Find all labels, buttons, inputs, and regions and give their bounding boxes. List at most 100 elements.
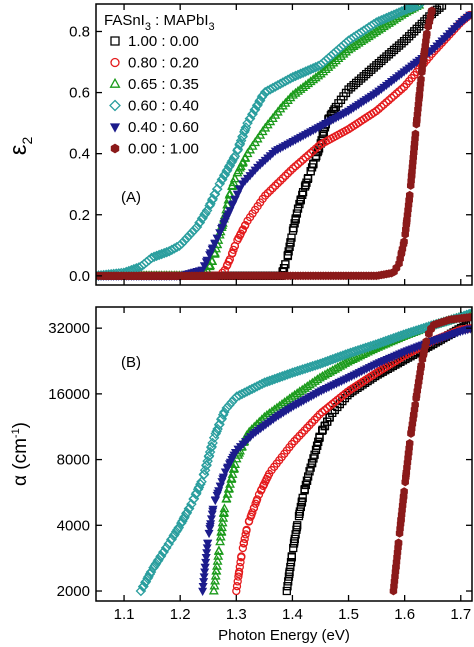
data-point: [282, 369, 293, 380]
data-point: [283, 169, 293, 178]
data-point: [279, 264, 289, 273]
data-point: [342, 348, 354, 359]
data-point: [221, 493, 232, 503]
panel-a-y-axis-title: ε2: [5, 137, 35, 156]
data-point: [226, 473, 237, 483]
data-point: [338, 48, 349, 58]
data-point: [267, 82, 279, 94]
data-point: [330, 352, 341, 364]
data-point: [191, 221, 203, 233]
data-point: [222, 488, 233, 498]
data-point: [229, 173, 240, 183]
data-point: [298, 190, 307, 200]
data-point: [236, 558, 245, 567]
data-point: [392, 263, 400, 273]
data-point: [427, 325, 435, 334]
data-point: [259, 377, 270, 388]
data-point: [390, 332, 402, 343]
data-point: [166, 244, 178, 256]
data-point: [292, 525, 301, 534]
data-point: [467, 312, 472, 322]
data-point: [337, 350, 349, 361]
data-point: [263, 188, 272, 198]
data-point: [338, 391, 347, 401]
x-axis-title: Photon Energy (eV): [218, 627, 350, 644]
data-point: [169, 529, 180, 540]
y-tick-label: 2000: [57, 583, 90, 600]
data-point: [280, 97, 291, 107]
data-point: [222, 261, 232, 270]
data-point: [362, 341, 374, 353]
data-point: [403, 4, 415, 14]
data-point: [216, 526, 227, 536]
legend-label: 0.65 : 0.35: [128, 76, 199, 93]
data-point: [314, 358, 326, 370]
data-point: [295, 507, 305, 516]
data-point: [223, 194, 234, 204]
data-point: [284, 247, 293, 256]
data-point: [408, 4, 420, 12]
data-point: [309, 146, 318, 156]
data-point: [251, 100, 263, 111]
data-point: [224, 257, 233, 266]
data-point: [223, 161, 235, 173]
data-point: [393, 7, 405, 18]
series-000100: [96, 6, 436, 281]
data-point: [302, 476, 312, 485]
data-point: [158, 247, 170, 259]
data-point: [283, 251, 292, 261]
data-point: [211, 565, 222, 575]
data-point: [383, 11, 395, 23]
data-point: [249, 382, 260, 393]
data-point: [239, 539, 248, 548]
data-point: [240, 122, 252, 133]
data-point: [168, 243, 180, 254]
data-point: [320, 64, 331, 74]
data-point: [208, 585, 219, 595]
data-point: [290, 534, 299, 544]
data-point: [398, 329, 409, 340]
panel-b-frame: [95, 306, 473, 602]
data-point: [295, 68, 306, 80]
data-point: [290, 70, 301, 82]
data-point: [352, 345, 364, 356]
data-point: [378, 13, 390, 25]
panel-a-frame: [95, 3, 473, 286]
data-point: [269, 373, 281, 385]
series-040060: [198, 325, 472, 597]
data-point: [401, 4, 412, 15]
data-point: [467, 318, 472, 327]
legend-marker: [109, 123, 121, 133]
data-point: [309, 454, 318, 463]
data-point: [330, 397, 339, 407]
data-point: [172, 524, 183, 536]
data-point: [392, 89, 401, 98]
data-point: [323, 61, 334, 71]
data-point: [320, 406, 329, 415]
data-point: [234, 233, 243, 243]
panel-a: 0.00.20.40.60.8 (A) ε2 FASnI3 : MAPbI3 1…: [5, 3, 473, 286]
data-point: [302, 423, 312, 432]
data-point: [289, 539, 299, 548]
data-point: [377, 102, 386, 111]
data-point: [272, 79, 284, 91]
data-point: [140, 577, 151, 588]
data-point: [296, 502, 305, 512]
data-point: [251, 381, 263, 392]
x-tick-label: 1.7: [450, 606, 471, 623]
data-point: [244, 384, 255, 396]
data-point: [299, 363, 311, 374]
data-point: [254, 96, 265, 107]
data-point: [384, 96, 394, 105]
data-point: [333, 395, 342, 405]
data-point: [311, 144, 320, 153]
data-point: [374, 104, 383, 114]
data-point: [297, 429, 307, 438]
data-point: [232, 582, 242, 591]
data-point: [261, 376, 273, 387]
data-point: [286, 562, 295, 572]
data-point: [350, 345, 361, 357]
legend-item: 0.80 : 0.20: [110, 55, 199, 72]
data-point: [184, 229, 195, 241]
legend-marker: [109, 77, 121, 88]
